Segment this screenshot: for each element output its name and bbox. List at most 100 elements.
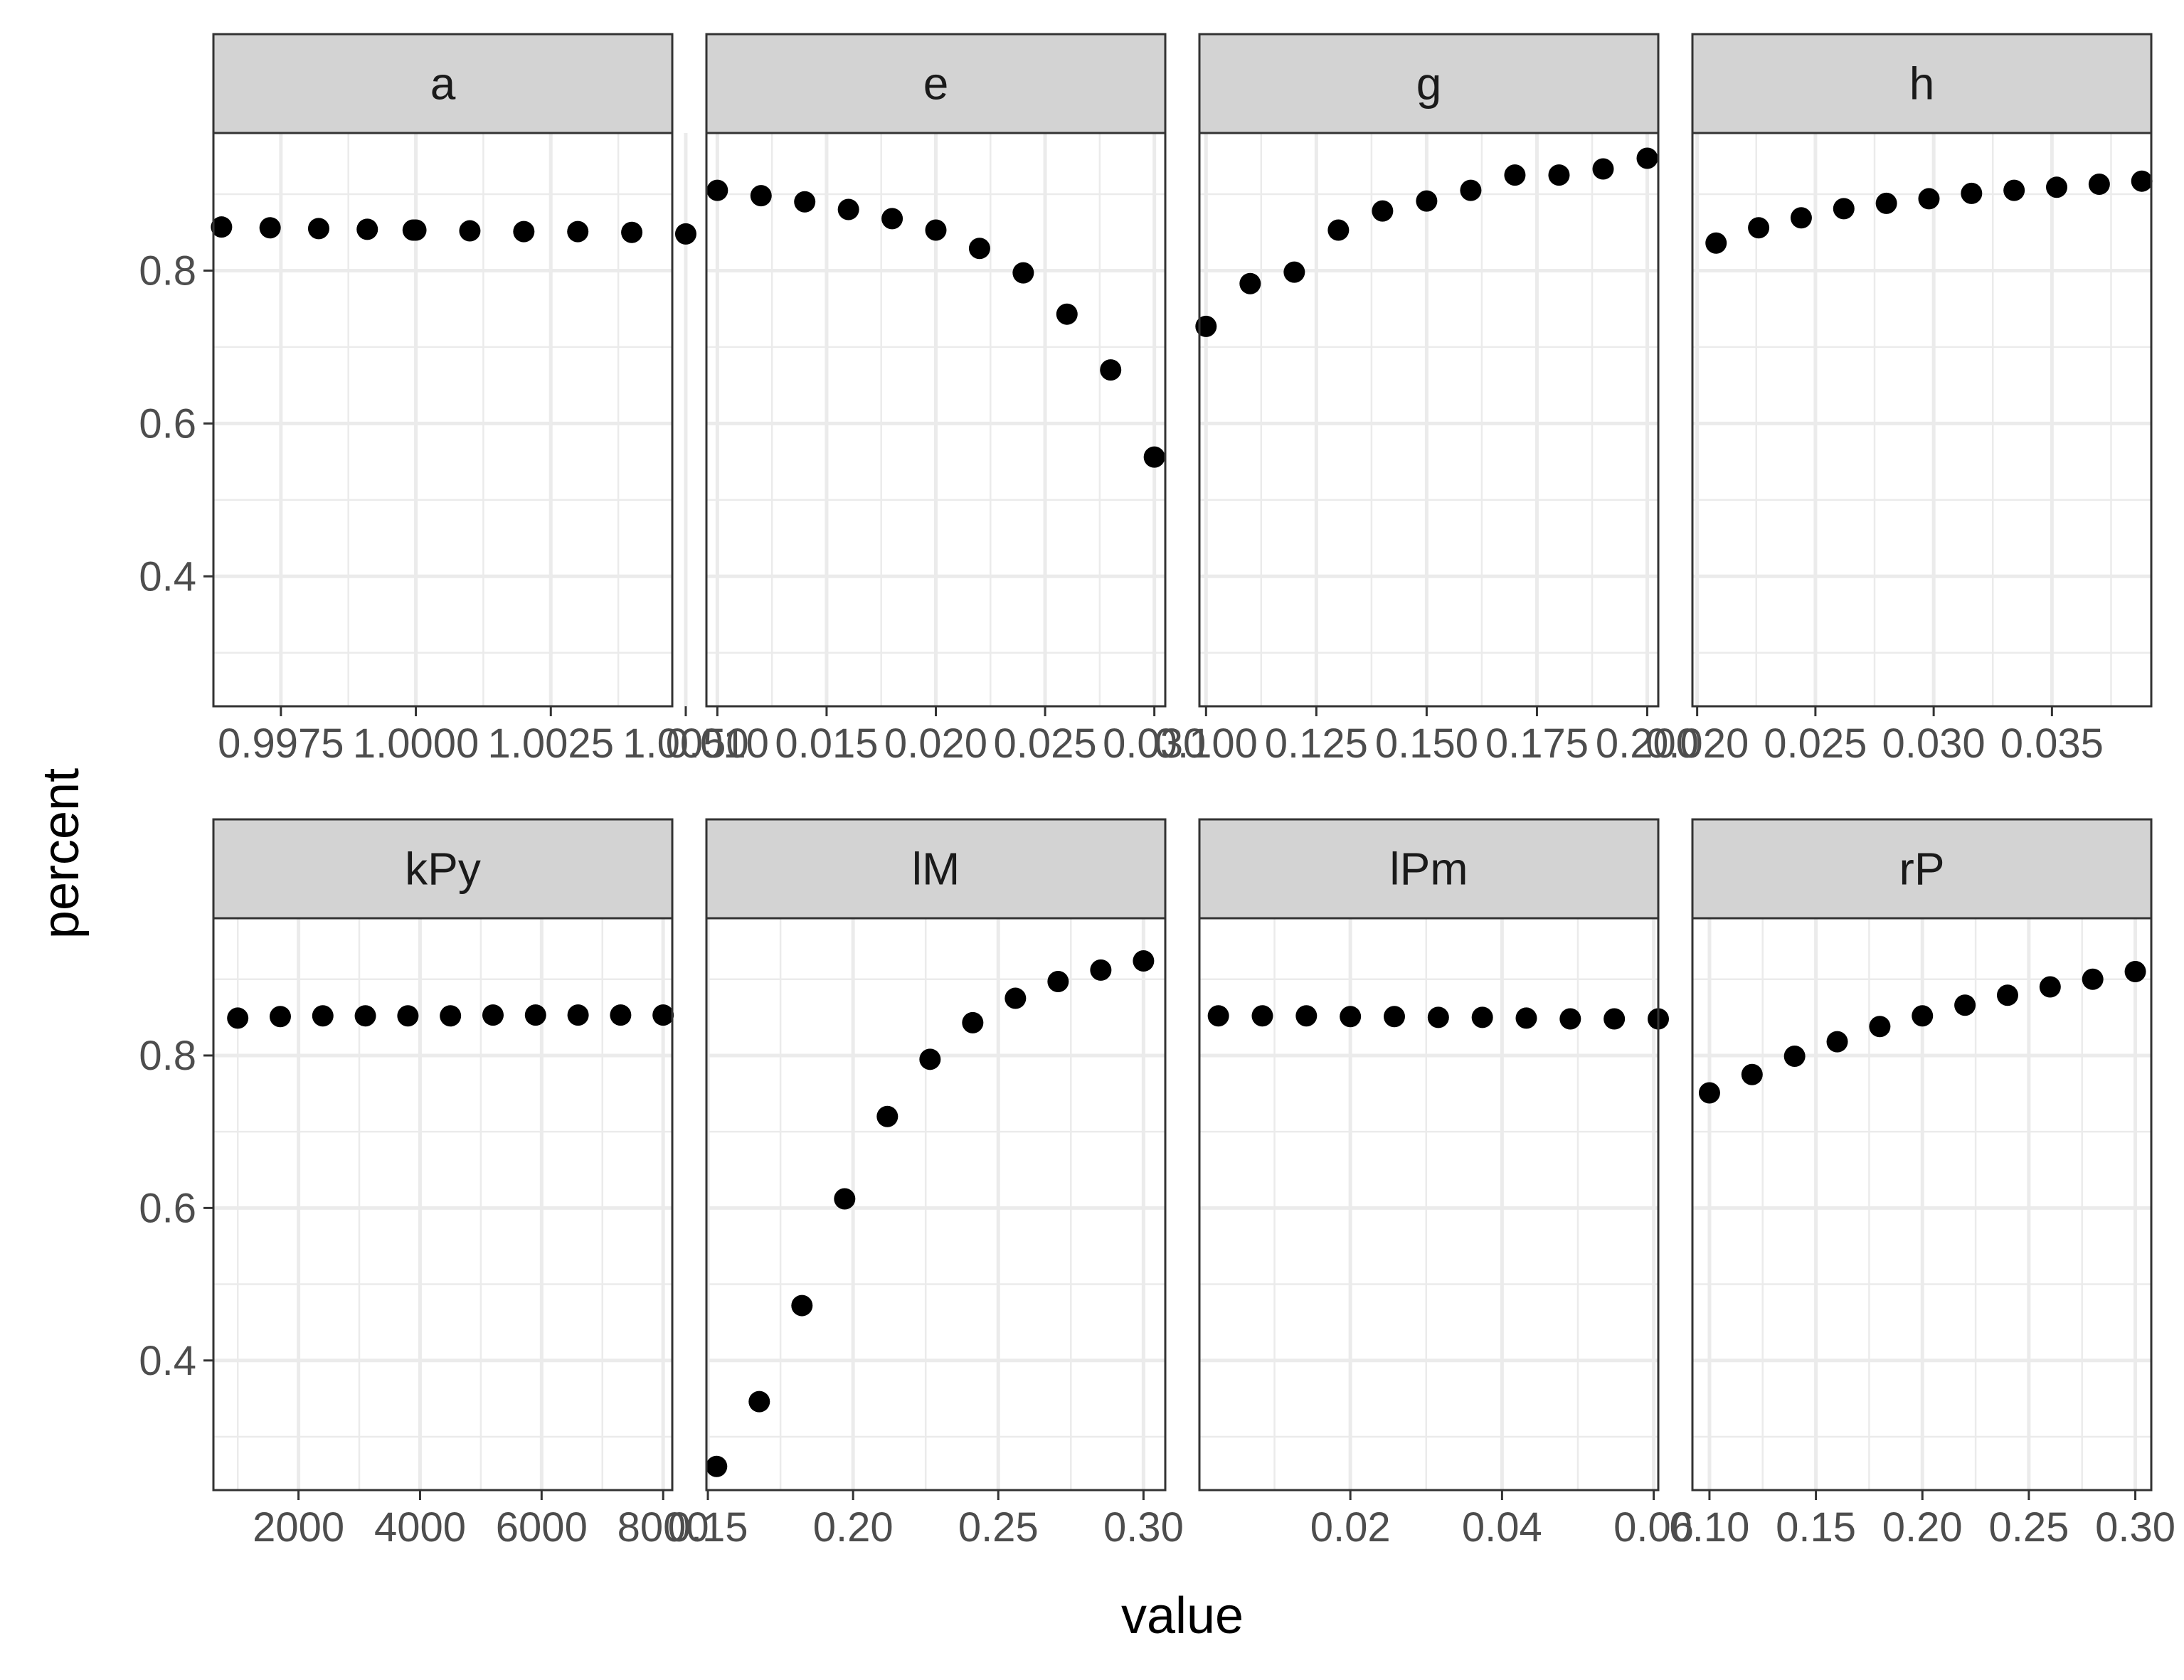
data-point [1636, 147, 1658, 169]
data-point [674, 223, 696, 245]
data-point [440, 1005, 462, 1027]
x-tick-label: 0.025 [1764, 721, 1867, 767]
data-point [567, 220, 589, 243]
facet-strip-lpm [1198, 818, 1660, 920]
facet-strip-label: e [923, 58, 949, 110]
y-tick-label: 0.6 [139, 1185, 196, 1231]
data-point [1207, 1005, 1229, 1027]
data-point [354, 1005, 376, 1027]
data-point [1826, 1031, 1848, 1053]
panel-background [1199, 918, 1658, 1490]
x-tick-label: 0.030 [1103, 721, 1206, 767]
data-point [2046, 176, 2068, 198]
x-tick-label: 0.100 [1155, 721, 1258, 767]
data-point [1912, 1005, 1934, 1027]
data-point [750, 185, 772, 207]
x-tick-label: 0.125 [1265, 721, 1368, 767]
data-point [1954, 994, 1976, 1016]
data-point [567, 1004, 589, 1026]
data-point [1239, 272, 1261, 294]
x-tick-label: 0.20 [813, 1504, 894, 1551]
data-point [1100, 359, 1122, 381]
x-tick-label: 0.20 [1882, 1504, 1963, 1551]
x-tick-label: 0.25 [1988, 1504, 2069, 1551]
facet-panels: a 0.9975 1.0000 1.0025 1.0050 0.4 0.6 0.8 e 0.010… [139, 33, 2175, 1551]
data-point [876, 1105, 898, 1127]
x-tick-label: 0.30 [1103, 1504, 1184, 1551]
facet-panel-lm: lM 0.15 0.20 0.25 0.30 [668, 818, 1184, 1551]
data-point [1741, 1063, 1763, 1085]
panel-border [1198, 917, 1660, 1492]
data-point [748, 1391, 770, 1413]
panel-background [706, 918, 1165, 1490]
x-tick-label: 1.0000 [353, 721, 479, 767]
data-point [405, 219, 427, 241]
facet-strip-label: rP [1899, 844, 1945, 895]
x-tick-label: 6000 [496, 1504, 588, 1551]
data-point [2131, 170, 2153, 192]
x-tick-label: 0.06 [1613, 1504, 1694, 1551]
data-point [610, 1004, 632, 1026]
data-point [1427, 1006, 1449, 1028]
data-point [1833, 198, 1855, 220]
data-point [1251, 1005, 1273, 1027]
data-point [1705, 232, 1727, 254]
data-point [1372, 200, 1394, 222]
data-point [1004, 987, 1027, 1009]
x-tick-label: 0.175 [1485, 721, 1589, 767]
facet-strip-label: h [1909, 58, 1935, 110]
data-point [837, 198, 859, 220]
facet-strip-kpy [212, 818, 674, 920]
facet-strip-e [705, 33, 1167, 134]
y-axis-title: percent [33, 768, 90, 939]
x-tick-label: 0.020 [884, 721, 987, 767]
facet-strip-label: lPm [1389, 844, 1468, 895]
facet-panel-lpm: lPm 0.02 0.04 0.06 [1198, 818, 1694, 1551]
data-point [1460, 179, 1482, 201]
data-point [1790, 207, 1812, 229]
data-point [791, 1294, 813, 1317]
data-point [1012, 262, 1034, 284]
data-point [227, 1007, 249, 1029]
data-point [397, 1005, 419, 1027]
facet-strip-h [1691, 33, 2153, 134]
x-tick-label: 0.15 [1776, 1504, 1856, 1551]
data-point [1195, 315, 1217, 337]
data-point [307, 218, 329, 240]
data-point [706, 1455, 728, 1477]
data-point [1090, 959, 1112, 981]
facet-strip-label: kPy [405, 844, 481, 895]
data-point [706, 179, 728, 201]
data-point [513, 220, 535, 243]
x-tick-label: 0.010 [666, 721, 769, 767]
panel-border [705, 917, 1167, 1492]
x-tick-label: 0.15 [668, 1504, 748, 1551]
data-point [881, 208, 903, 230]
x-tick-label: 0.02 [1310, 1504, 1391, 1551]
data-point [211, 216, 233, 238]
data-point [356, 218, 378, 240]
y-tick-label: 0.6 [139, 400, 196, 447]
data-point [2039, 976, 2061, 998]
x-tick-label: 1.0025 [488, 721, 614, 767]
data-point [1133, 950, 1155, 972]
data-point [621, 221, 643, 243]
x-tick-label: 0.015 [775, 721, 878, 767]
data-point [968, 238, 990, 260]
data-point [794, 191, 816, 213]
y-tick-label: 0.4 [139, 1338, 196, 1384]
panel-border [212, 917, 674, 1492]
x-tick-label: 4000 [374, 1504, 466, 1551]
data-point [1875, 192, 1897, 214]
data-point [1047, 970, 1069, 992]
facet-strip-label: g [1416, 58, 1442, 110]
data-point [1416, 190, 1438, 212]
data-point [1748, 217, 1770, 239]
x-tick-label: 0.25 [958, 1504, 1039, 1551]
facet-panel-kpy: kPy 2000 4000 6000 8000 0.4 0.6 0.8 [139, 818, 709, 1551]
x-tick-label: 0.30 [2095, 1504, 2175, 1551]
facet-panel-a: a 0.9975 1.0000 1.0025 1.0050 0.4 0.6 0.8 [139, 33, 749, 767]
data-point [925, 219, 947, 241]
facet-strip-g [1198, 33, 1660, 134]
